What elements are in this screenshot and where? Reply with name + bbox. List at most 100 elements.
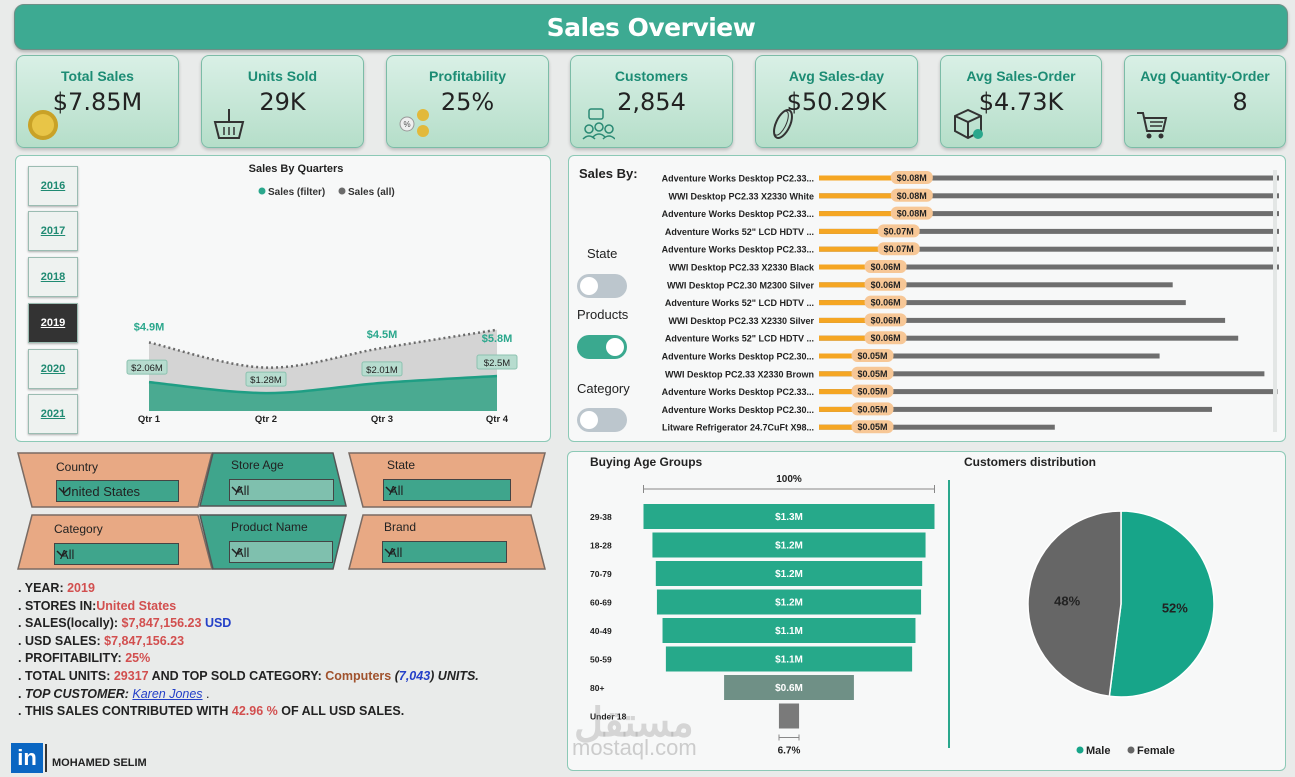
- bar-label-box-10: [851, 349, 894, 362]
- category-dropdown[interactable]: All: [54, 543, 179, 565]
- funnel-bar-7: [778, 703, 800, 729]
- x-tick-label-0: Qtr 1: [138, 414, 161, 425]
- funnel-bar-4: [662, 618, 916, 643]
- scrollbar[interactable]: [1273, 170, 1277, 432]
- kpi-value: 29K: [259, 88, 306, 116]
- toggle-state[interactable]: [577, 274, 627, 298]
- data-label-box-1: [245, 371, 287, 387]
- funnel-category-4: 40-49: [590, 626, 612, 636]
- pie-legend-label-0: Male: [1086, 745, 1110, 757]
- funnel-label-0: $1.3M: [775, 512, 803, 523]
- toggle-category[interactable]: [577, 408, 627, 432]
- bar-all-2: [819, 211, 1279, 217]
- summary-usd-sales: . USD SALES: $7,847,156.23: [18, 633, 185, 648]
- store-age-value: All: [235, 482, 250, 498]
- kpi-value: $50.29K: [786, 88, 887, 116]
- year-button-2018[interactable]: 2018: [28, 257, 78, 297]
- country-dropdown[interactable]: United States: [56, 480, 179, 502]
- category-label-12: Adventure Works Desktop PC2.33...: [662, 387, 814, 397]
- bar-label-13: $0.05M: [857, 404, 887, 414]
- category-label-5: WWI Desktop PC2.33 X2330 Black: [669, 263, 815, 273]
- funnel-bar-5: [665, 646, 913, 672]
- top-customer-link[interactable]: Karen Jones: [132, 686, 203, 701]
- chevron-down-icon: [56, 550, 68, 558]
- funnel-category-6: 80+: [590, 683, 604, 693]
- store-age-dropdown[interactable]: All: [229, 479, 334, 501]
- pie-label-1: 48%: [1054, 594, 1080, 609]
- funnel-bottom-bracket: [778, 734, 800, 741]
- product-name-dropdown[interactable]: All: [229, 541, 333, 563]
- toggle-label-state: State: [587, 246, 618, 261]
- category-slicer: Category All: [16, 514, 214, 570]
- data-label-filter-1: $1.28M: [250, 375, 282, 386]
- summary-contribution: . THIS SALES CONTRIBUTED WITH 42.96 % OF…: [18, 704, 405, 719]
- bar-filter-9: [819, 335, 898, 341]
- kpi-value: $4.73K: [978, 88, 1064, 116]
- bar-label-0: $0.08M: [897, 173, 927, 183]
- funnel-title: Buying Age Groups: [590, 455, 703, 469]
- x-tick-label-2: Qtr 3: [371, 414, 393, 425]
- category-label-13: Adventure Works Desktop PC2.30...: [662, 405, 814, 415]
- bar-filter-0: [819, 175, 924, 181]
- bar-label-box-0: [890, 171, 933, 184]
- data-label-filter-2: $2.01M: [366, 365, 398, 376]
- product-name-label: Product Name: [231, 520, 308, 534]
- year-button-2021[interactable]: 2021: [28, 394, 78, 434]
- year-button-2019[interactable]: 2019: [28, 303, 78, 343]
- product-name-value: All: [235, 544, 250, 560]
- summary-profitability: . PROFITABILITY: 25%: [18, 651, 151, 666]
- bar-all-1: [819, 193, 1279, 199]
- funnel-category-2: 70-79: [590, 569, 612, 579]
- bar-all-10: [819, 353, 1160, 359]
- year-button-2020[interactable]: 2020: [28, 349, 78, 389]
- funnel-category-1: 18-28: [590, 541, 612, 551]
- pie-slice-1: [1027, 510, 1122, 698]
- category-label-14: Litware Refrigerator 24.7CuFt X98...: [662, 423, 814, 433]
- bar-all-0: [819, 175, 1279, 181]
- product-name-slicer: Product Name All: [199, 514, 347, 570]
- bar-label-box-12: [851, 384, 894, 398]
- bar-label-11: $0.05M: [857, 369, 887, 379]
- brand-dropdown[interactable]: All: [382, 541, 507, 563]
- year-button-2016[interactable]: 2016: [28, 166, 78, 206]
- category-label-1: WWI Desktop PC2.33 X2330 White: [668, 191, 814, 201]
- profit-coins-icon: %: [399, 109, 429, 137]
- data-label-all-0: $4.9M: [134, 321, 165, 333]
- watermark-arabic: مستقل: [574, 701, 694, 745]
- bar-label-14: $0.05M: [857, 422, 887, 432]
- bar-label-10: $0.05M: [857, 351, 887, 361]
- category-label-11: WWI Desktop PC2.33 X2330 Brown: [665, 369, 814, 379]
- bar-all-8: [819, 317, 1226, 323]
- bar-label-box-1: [890, 188, 933, 202]
- author-name: MOHAMED SELIM: [52, 757, 147, 769]
- products-bar-chart: Adventure Works Desktop PC2.33... $0.08M W…: [662, 171, 1279, 434]
- summary-stores: . STORES IN:United States: [18, 598, 177, 613]
- year-button-2017[interactable]: 2017: [28, 211, 78, 251]
- bar-filter-2: [819, 211, 924, 217]
- bar-label-box-2: [890, 206, 933, 220]
- category-label-4: Adventure Works Desktop PC2.33...: [662, 245, 814, 255]
- funnel-label-1: $1.2M: [775, 541, 803, 552]
- funnel-category-7: Under 18: [590, 712, 627, 722]
- kpi-label: Avg Quantity-Order: [1140, 68, 1270, 84]
- bar-filter-8: [819, 317, 898, 323]
- kpi-profitability: Profitability 25% %: [386, 55, 549, 148]
- bar-all-11: [819, 371, 1265, 377]
- x-tick-label-3: Qtr 4: [486, 414, 509, 425]
- category-label-10: Adventure Works Desktop PC2.30...: [662, 352, 814, 362]
- funnel-label-5: $1.1M: [775, 655, 803, 666]
- sales-by-title: Sales By:: [579, 166, 638, 181]
- package-icon: [954, 108, 983, 140]
- linkedin-icon[interactable]: in: [11, 743, 43, 773]
- brand-value: All: [388, 544, 403, 560]
- kpi-units-sold: Units Sold 29K: [201, 55, 364, 148]
- kpi-label: Avg Sales-Order: [966, 68, 1076, 84]
- toggle-products[interactable]: [577, 335, 627, 359]
- kpi-value: $7.85M: [52, 88, 143, 116]
- state-dropdown[interactable]: All: [383, 479, 511, 501]
- funnel-bar-0: [643, 504, 935, 529]
- summary-units: . TOTAL UNITS: 29317 AND TOP SOLD CATEGO…: [18, 668, 479, 683]
- chart-title: Sales By Quarters: [249, 163, 344, 175]
- bar-label-8: $0.06M: [871, 315, 901, 325]
- funnel-bar-3: [656, 589, 922, 615]
